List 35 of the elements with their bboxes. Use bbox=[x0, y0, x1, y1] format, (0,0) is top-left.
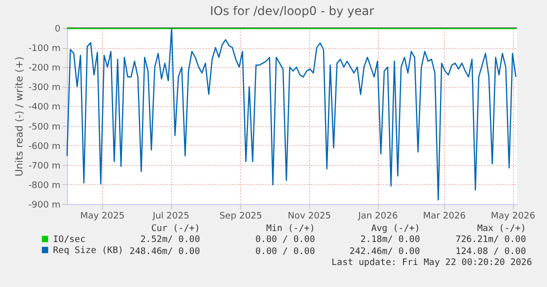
x-tick-label: Jan 2026 bbox=[357, 212, 398, 222]
text: 248.46m/ 0.00 bbox=[130, 247, 200, 257]
y-tick-label: -200 m bbox=[28, 64, 60, 74]
text: 0.00 / 0.00 bbox=[255, 235, 315, 245]
x-tick-label: Mar 2026 bbox=[423, 212, 466, 222]
y-tick-label: -300 m bbox=[28, 83, 60, 94]
y-tick-label: -800 m bbox=[28, 180, 60, 191]
y-tick-label: -500 m bbox=[28, 122, 60, 132]
text: 2.18m/ 0.00 bbox=[360, 235, 420, 245]
x-tick-label: May 2026 bbox=[490, 212, 536, 222]
text: Max (-/+) bbox=[477, 224, 526, 234]
y-tick-label: -700 m bbox=[28, 161, 60, 172]
legend-label: Req Size (KB) bbox=[53, 246, 124, 256]
x-tick-label: Nov 2025 bbox=[288, 212, 332, 222]
y-tick-label: -400 m bbox=[28, 102, 60, 113]
y-tick-label: 0 bbox=[54, 24, 61, 34]
x-tick-label: May 2025 bbox=[80, 212, 125, 222]
text: 124.08 / 0.00 bbox=[456, 247, 526, 257]
line-series bbox=[66, 27, 516, 200]
text: Avg (-/+) bbox=[371, 224, 420, 234]
x-tick-label: Sep 2025 bbox=[219, 212, 262, 222]
y-tick-label: -600 m bbox=[28, 142, 60, 152]
text: 2.52m/ 0.00 bbox=[140, 235, 200, 245]
y-axis-title: Units read (-) / write (+) bbox=[14, 56, 26, 177]
chart-title: IOs for /dev/loop0 - by year bbox=[210, 4, 374, 18]
text: Last update: Fri May 22 00:20:20 2026 bbox=[332, 258, 532, 268]
text: Cur (-/+) bbox=[151, 224, 200, 234]
x-tick-label: Jul 2025 bbox=[152, 212, 190, 222]
text: 242.46m/ 0.00 bbox=[350, 247, 420, 257]
legend-label: IO/sec bbox=[53, 235, 86, 245]
text: Min (-/+) bbox=[266, 224, 315, 234]
text: 726.21m/ 0.00 bbox=[456, 235, 526, 245]
y-tick-label: -100 m bbox=[28, 44, 60, 54]
text: 0.00 / 0.00 bbox=[255, 247, 315, 257]
y-tick-label: -900 m bbox=[28, 200, 60, 210]
